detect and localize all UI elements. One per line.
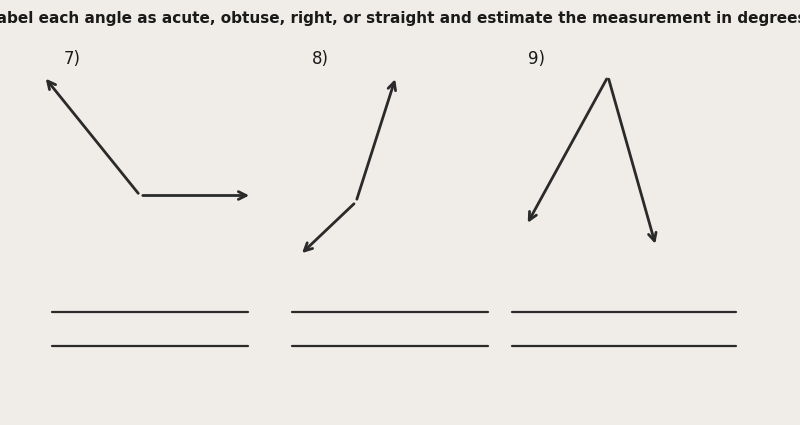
Text: 9): 9) [528,51,545,68]
Text: Label each angle as acute, obtuse, right, or straight and estimate the measureme: Label each angle as acute, obtuse, right… [0,11,800,26]
Text: 8): 8) [312,51,329,68]
Text: 7): 7) [64,51,81,68]
